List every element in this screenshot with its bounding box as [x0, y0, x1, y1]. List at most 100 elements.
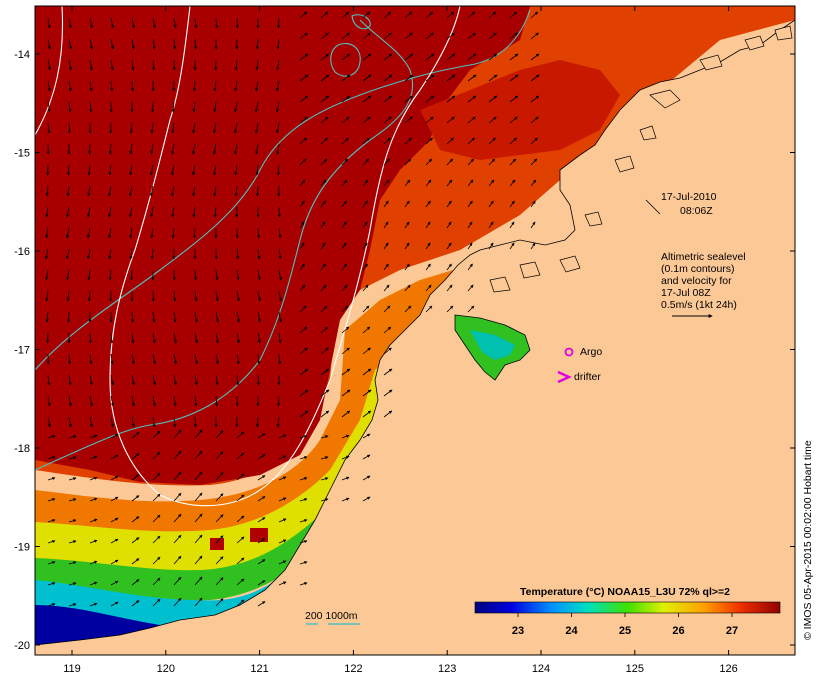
- velocity-arrow: [257, 248, 261, 260]
- velocity-arrow: [88, 332, 92, 344]
- velocity-arrow: [68, 38, 73, 50]
- velocity-arrow: [68, 519, 77, 523]
- colorbar-title: Temperature (°C) NOAA15_L3U 72% ql>=2: [520, 586, 730, 598]
- lon-tick-label: 120: [157, 663, 175, 675]
- colorbar-tick-label: 25: [619, 625, 631, 637]
- velocity-arrow: [467, 305, 475, 313]
- velocity-arrow: [425, 158, 433, 166]
- velocity-arrow: [88, 143, 92, 155]
- velocity-arrow: [45, 269, 49, 281]
- credit-text: © IMOS 05-Apr-2015 00:02:00 Hobart time: [802, 440, 814, 640]
- velocity-arrow: [341, 242, 347, 250]
- lat-tick-label: -18: [14, 443, 30, 455]
- velocity-arrow: [425, 221, 431, 229]
- velocity-arrow: [488, 221, 494, 229]
- velocity-arrow: [275, 101, 280, 113]
- velocity-arrow: [215, 269, 219, 281]
- velocity-arrow: [152, 38, 156, 50]
- velocity-arrow: [150, 206, 154, 218]
- colorbar-gradient: [474, 601, 781, 614]
- velocity-arrow: [131, 38, 135, 50]
- velocity-arrow: [404, 74, 414, 82]
- velocity-arrow: [467, 32, 476, 40]
- velocity-arrow: [194, 534, 203, 544]
- velocity-arrow: [66, 206, 70, 218]
- velocity-arrow: [320, 347, 329, 355]
- velocity-arrow: [425, 32, 434, 40]
- velocity-arrow: [173, 332, 177, 344]
- velocity-arrow: [193, 269, 198, 281]
- altimetry-note-line: Altimetric sealevel: [661, 251, 746, 263]
- velocity-arrow: [299, 242, 305, 250]
- colorbar-tick-label: 24: [565, 625, 578, 637]
- velocity-arrow: [236, 515, 245, 523]
- velocity-arrow: [68, 80, 72, 92]
- velocity-arrow: [89, 434, 98, 439]
- velocity-arrow: [530, 200, 536, 208]
- velocity-arrow: [236, 431, 245, 439]
- velocity-arrow: [404, 116, 413, 124]
- velocity-arrow: [278, 560, 287, 565]
- velocity-arrow: [215, 514, 224, 523]
- velocity-arrow: [110, 454, 119, 460]
- velocity-arrow: [47, 101, 51, 113]
- velocity-arrow: [404, 200, 410, 208]
- velocity-arrow: [362, 475, 371, 481]
- sst-warm-core: [35, 6, 530, 485]
- altimetry-note-line: 0.5m/s (1kt 24h): [661, 299, 737, 311]
- velocity-arrow: [129, 143, 133, 155]
- velocity-arrow: [47, 374, 51, 386]
- velocity-arrow: [362, 200, 368, 208]
- velocity-arrow: [44, 248, 49, 260]
- velocity-arrow: [152, 416, 156, 428]
- velocity-arrow: [152, 598, 161, 607]
- velocity-arrow: [446, 74, 456, 82]
- velocity-arrow: [383, 158, 391, 166]
- velocity-arrow: [89, 374, 93, 386]
- velocity-arrow: [277, 395, 281, 407]
- velocity-arrow: [66, 185, 70, 197]
- velocity-arrow: [47, 435, 56, 439]
- velocity-arrow: [234, 164, 238, 176]
- velocity-arrow: [383, 32, 392, 40]
- velocity-arrow: [530, 53, 540, 61]
- velocity-arrow: [152, 493, 161, 502]
- velocity-arrow: [446, 221, 452, 229]
- velocity-arrow: [87, 185, 91, 197]
- velocity-arrow: [67, 122, 72, 134]
- latitude-axis: -14 -15 -16 -17 -18 -19 -20: [14, 49, 795, 652]
- velocity-arrow: [191, 164, 196, 176]
- velocity-arrow: [234, 143, 238, 155]
- velocity-arrow: [404, 11, 413, 19]
- velocity-arrow: [215, 311, 219, 323]
- velocity-arrow: [129, 269, 134, 281]
- velocity-arrow: [110, 59, 114, 71]
- velocity-arrow: [299, 410, 309, 418]
- velocity-arrow: [152, 430, 161, 439]
- velocity-arrow: [425, 137, 433, 145]
- velocity-arrow: [194, 395, 198, 407]
- velocity-arrow: [110, 475, 119, 481]
- velocity-arrow: [509, 137, 517, 145]
- velocity-arrow: [362, 454, 371, 460]
- velocity-arrow: [488, 242, 494, 250]
- velocity-arrow: [362, 368, 372, 376]
- depth-scale-label: 200 1000m: [305, 610, 358, 622]
- velocity-arrow: [191, 143, 196, 155]
- velocity-arrow: [446, 179, 453, 187]
- velocity-arrow: [299, 540, 308, 544]
- velocity-arrow: [320, 456, 329, 460]
- velocity-arrow: [257, 517, 266, 523]
- velocity-arrow: [299, 179, 306, 187]
- velocity-arrow: [236, 248, 240, 260]
- velocity-arrow: [89, 416, 94, 428]
- velocity-arrow: [131, 59, 135, 71]
- velocity-arrow: [236, 494, 245, 502]
- velocity-arrow: [89, 395, 93, 407]
- velocity-arrow: [341, 326, 350, 334]
- colorbar: Temperature (°C) NOAA15_L3U 72% ql>=2 23…: [474, 586, 781, 637]
- velocity-arrow: [341, 200, 347, 208]
- velocity-arrow: [193, 38, 198, 50]
- lat-tick-label: -16: [14, 246, 30, 258]
- sst-patch: [250, 528, 268, 542]
